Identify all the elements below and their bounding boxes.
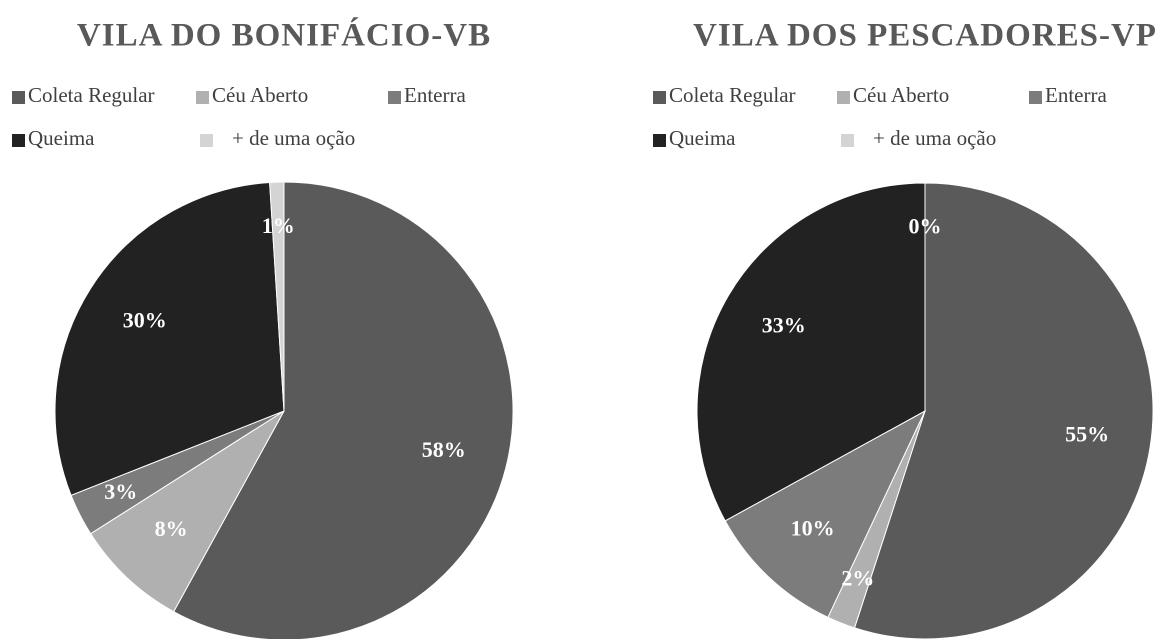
legend-swatch bbox=[12, 134, 25, 147]
chart-title: VILA DO BONIFÁCIO-VB bbox=[77, 17, 491, 54]
pie-slice bbox=[724, 409, 927, 618]
pie-slice bbox=[89, 410, 285, 613]
legend-swatch bbox=[196, 91, 209, 104]
pie-slice bbox=[696, 182, 926, 522]
data-label: 33% bbox=[762, 312, 806, 337]
pie-slice bbox=[172, 181, 514, 639]
data-label: 30% bbox=[123, 308, 167, 333]
pie-slice bbox=[269, 181, 285, 412]
legend-label: + de uma oção bbox=[232, 126, 355, 150]
pie-slice bbox=[853, 182, 1154, 639]
data-label: 0% bbox=[909, 214, 942, 239]
legend-label: Enterra bbox=[404, 83, 466, 107]
legend-swatch bbox=[837, 91, 850, 104]
legend-swatch bbox=[388, 91, 401, 104]
data-label: 2% bbox=[841, 566, 874, 591]
data-label: 1% bbox=[262, 213, 295, 238]
legend-swatch bbox=[841, 134, 854, 147]
data-label: 55% bbox=[1065, 422, 1109, 447]
legend-label: Coleta Regular bbox=[28, 83, 155, 107]
legend-label: Céu Aberto bbox=[212, 83, 308, 107]
data-label: 3% bbox=[104, 479, 137, 504]
legend-label: Queima bbox=[28, 126, 95, 150]
chart-title: VILA DOS PESCADORES-VP bbox=[693, 18, 1157, 54]
legend-label: + de uma oção bbox=[873, 126, 996, 150]
pie-slice bbox=[54, 181, 285, 496]
data-label: 8% bbox=[155, 516, 188, 541]
data-label: 58% bbox=[422, 437, 466, 462]
legend-label: Coleta Regular bbox=[669, 83, 796, 107]
legend-swatch bbox=[200, 134, 213, 147]
legend-swatch bbox=[653, 134, 666, 147]
data-label: 10% bbox=[791, 516, 835, 541]
legend-label: Queima bbox=[669, 126, 736, 150]
legend-swatch bbox=[1029, 91, 1042, 104]
legend-swatch bbox=[653, 91, 666, 104]
legend-swatch bbox=[12, 91, 25, 104]
legend-label: Enterra bbox=[1045, 83, 1107, 107]
legend-label: Céu Aberto bbox=[853, 83, 949, 107]
